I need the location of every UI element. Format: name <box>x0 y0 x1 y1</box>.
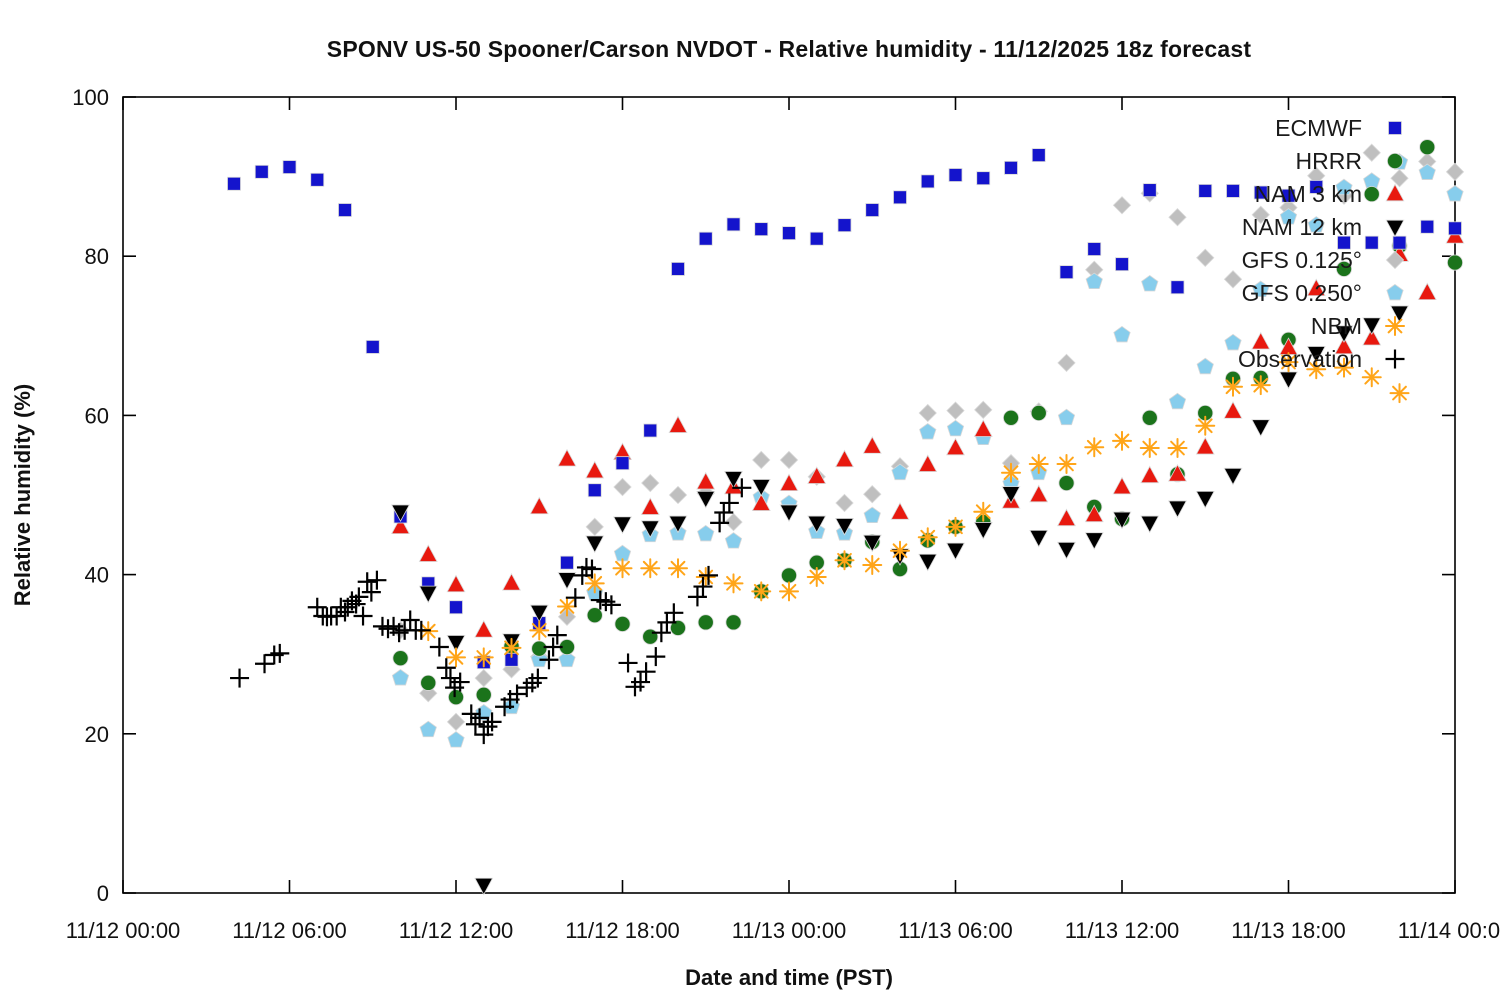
legend-item-nam-3-km: NAM 3 km <box>1255 181 1405 207</box>
legend-item-nbm: NBM <box>1311 313 1405 339</box>
legend-item-gfs-0-250: GFS 0.250° <box>1242 280 1404 306</box>
x-tick-label: 11/12 12:00 <box>399 918 514 943</box>
y-tick-label: 60 <box>85 403 109 428</box>
y-axis <box>123 96 1455 894</box>
legend-item-ecmwf: ECMWF <box>1275 115 1402 141</box>
legend-label: NAM 12 km <box>1242 214 1362 240</box>
legend-marker-hrrr <box>1387 152 1404 169</box>
x-tick-label: 11/12 00:00 <box>66 918 181 943</box>
legend-label: NBM <box>1311 313 1362 339</box>
legend-marker-gfs-0-250 <box>1386 283 1404 301</box>
series-observation <box>230 478 752 745</box>
legend-marker-observation <box>1385 349 1405 369</box>
x-axis-title: Date and time (PST) <box>685 965 893 990</box>
legend-item-observation: Observation <box>1238 346 1405 372</box>
x-tick-label: 11/12 06:00 <box>232 918 347 943</box>
legend: ECMWF HRRR NAM 3 km NAM 12 km GFS 0.125° GFS … <box>1238 115 1405 372</box>
series-ecmwf <box>227 148 1462 670</box>
legend-label: ECMWF <box>1275 115 1362 141</box>
series-gfs-0-250 <box>391 153 1464 748</box>
legend-item-hrrr: HRRR <box>1296 148 1404 174</box>
series-nam-12-km <box>391 305 1409 896</box>
x-tick-label: 11/13 12:00 <box>1065 918 1180 943</box>
legend-marker-gfs-0-125 <box>1385 250 1405 270</box>
legend-marker-nam-3-km <box>1385 183 1405 202</box>
x-tick-label: 11/13 00:00 <box>732 918 847 943</box>
legend-label: NAM 3 km <box>1255 181 1362 207</box>
chart-title: SPONV US-50 Spooner/Carson NVDOT - Relat… <box>326 36 1252 62</box>
legend-marker-nbm <box>1385 316 1405 336</box>
x-tick-label: 11/14 00:00 <box>1398 918 1500 943</box>
series-nam-3-km <box>391 225 1465 638</box>
x-axis <box>122 97 1456 893</box>
legend-item-nam-12-km: NAM 12 km <box>1242 214 1405 240</box>
legend-label: GFS 0.250° <box>1242 280 1362 306</box>
y-tick-label: 20 <box>85 722 109 747</box>
legend-label: Observation <box>1238 346 1362 372</box>
y-tick-label: 0 <box>97 881 109 906</box>
x-tick-label: 11/12 18:00 <box>565 918 680 943</box>
legend-label: GFS 0.125° <box>1242 247 1362 273</box>
legend-marker-ecmwf <box>1388 121 1402 135</box>
y-tick-label: 100 <box>72 85 109 110</box>
legend-marker-nam-12-km <box>1385 219 1405 238</box>
y-tick-label: 80 <box>85 244 109 269</box>
legend-label: HRRR <box>1296 148 1362 174</box>
legend-item-gfs-0-125: GFS 0.125° <box>1242 247 1405 273</box>
y-axis-title: Relative humidity (%) <box>10 384 35 606</box>
y-tick-label: 40 <box>85 563 109 588</box>
x-tick-label: 11/13 06:00 <box>898 918 1013 943</box>
x-tick-label: 11/13 18:00 <box>1231 918 1346 943</box>
series-nbm <box>418 352 1410 668</box>
